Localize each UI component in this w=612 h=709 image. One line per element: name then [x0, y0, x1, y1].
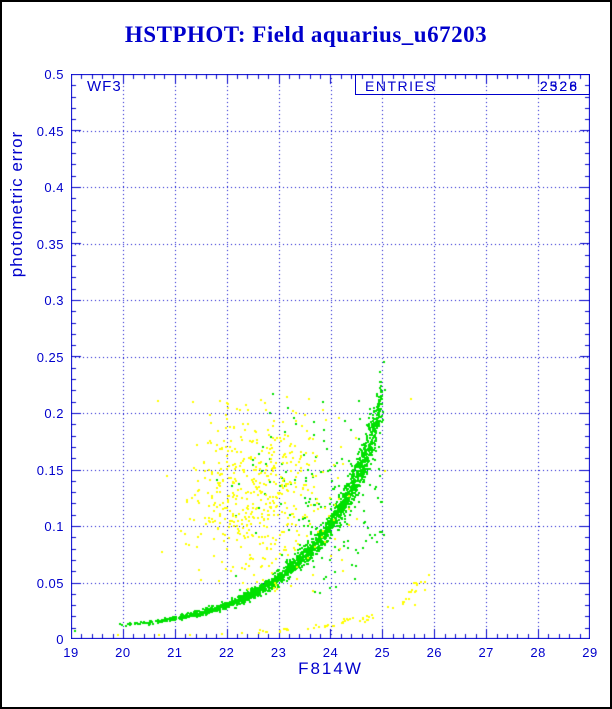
x-tick-label: 21	[167, 645, 183, 660]
y-tick-label: 0	[56, 632, 64, 647]
x-axis-title: F814W	[298, 659, 363, 678]
y-axis-title: photometric error	[7, 130, 26, 278]
x-tick-label: 29	[582, 645, 598, 660]
entries-label: ENTRIES	[365, 78, 437, 94]
x-tick-label: 20	[115, 645, 131, 660]
x-tick-label: 24	[322, 645, 339, 660]
y-tick-label: 0.35	[36, 236, 64, 252]
x-tick-label: 19	[63, 645, 79, 660]
plot-area	[71, 74, 590, 639]
y-tick-label: 0.15	[36, 462, 64, 478]
entries-value-secondary: 2326	[539, 78, 579, 94]
page-title: HSTPHOT: Field aquarius_u67203	[124, 22, 488, 47]
scatter-plot-canvas	[71, 74, 590, 639]
y-tick-label: 0.05	[36, 575, 64, 591]
x-tick-label: 27	[478, 645, 494, 660]
chip-label: WF3	[87, 78, 122, 95]
y-tick-label: 0.1	[44, 519, 64, 534]
x-tick-label: 25	[374, 645, 391, 660]
y-tick-label: 0.45	[36, 123, 64, 139]
y-tick-label: 0.25	[36, 349, 64, 365]
entries-box: ENTRIES 2528 2326	[355, 74, 590, 95]
entries-value-primary: 2528	[539, 78, 579, 94]
x-tick-label: 22	[218, 645, 235, 660]
y-tick-label: 0.4	[44, 180, 64, 195]
x-tick-label: 26	[426, 645, 443, 660]
y-tick-label: 0.5	[44, 67, 64, 82]
y-tick-label: 0.2	[44, 406, 64, 421]
x-tick-label: 28	[530, 645, 546, 660]
x-tick-label: 23	[270, 645, 287, 660]
y-tick-label: 0.3	[44, 293, 64, 308]
